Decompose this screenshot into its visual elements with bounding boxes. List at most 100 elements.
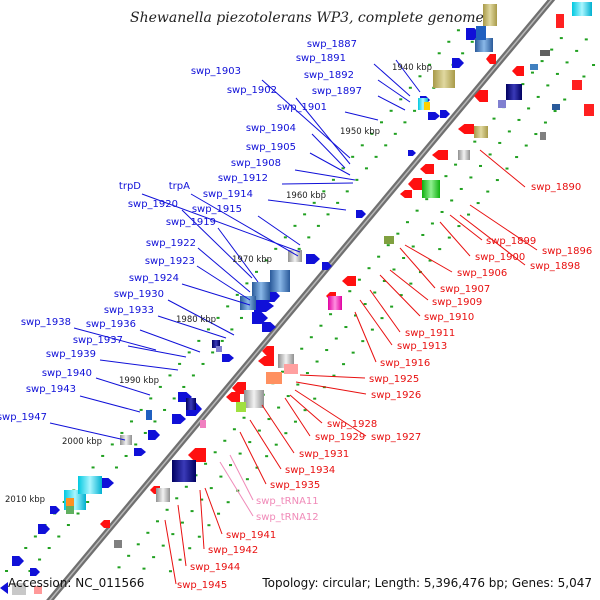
gene-label-swp-1934[interactable]: swp_1934 (285, 465, 335, 476)
gene-label-swp-1942[interactable]: swp_1942 (208, 545, 258, 556)
gene-label-swp-1897[interactable]: swp_1897 (312, 86, 362, 97)
gene-label-trpa[interactable]: trpA (169, 181, 190, 192)
gene-label-swp-1908[interactable]: swp_1908 (231, 158, 281, 169)
track-dot (582, 75, 586, 78)
gene-label-swp-1930[interactable]: swp_1930 (114, 289, 164, 300)
feature-block (212, 340, 220, 348)
gene-arrow (400, 190, 412, 198)
gene-label-swp-1926[interactable]: swp_1926 (371, 390, 421, 401)
track-dot (565, 61, 569, 64)
gene-label-swp-1916[interactable]: swp_1916 (380, 358, 430, 369)
gene-label-trpd[interactable]: trpD (119, 181, 141, 192)
gene-label-swp-1938[interactable]: swp_1938 (21, 317, 71, 328)
gene-label-swp-1910[interactable]: swp_1910 (424, 312, 474, 323)
track-dot (411, 245, 415, 248)
track-dot (168, 374, 172, 377)
gene-label-swp-1945[interactable]: swp_1945 (177, 580, 227, 591)
track-dot (197, 535, 201, 538)
gene-label-swp-1937[interactable]: swp_1937 (73, 335, 123, 346)
gene-label-swp-1899[interactable]: swp_1899 (486, 236, 536, 247)
gene-label-swp-1935[interactable]: swp_1935 (270, 480, 320, 491)
gene-label-swp-1920[interactable]: swp_1920 (128, 199, 178, 210)
track-dot (575, 49, 579, 52)
gene-label-swp-1925[interactable]: swp_1925 (369, 374, 419, 385)
gene-arrow (420, 164, 434, 174)
gene-label-swp-1901[interactable]: swp_1901 (277, 102, 327, 113)
feature-block (66, 498, 74, 506)
track-dot (457, 225, 461, 228)
gene-label-swp-1922[interactable]: swp_1922 (146, 238, 196, 249)
track-dot (331, 178, 335, 181)
gene-arrow (222, 354, 234, 362)
gene-label-swp-1909[interactable]: swp_1909 (432, 297, 482, 308)
track-dot (534, 133, 538, 136)
gene-label-swp-trna12[interactable]: swp_tRNA12 (256, 512, 319, 523)
gene-label-swp-1904[interactable]: swp_1904 (246, 123, 296, 134)
gene-label-swp-1900[interactable]: swp_1900 (475, 252, 525, 263)
gene-label-swp-1914[interactable]: swp_1914 (203, 189, 253, 200)
gene-arrow (432, 150, 448, 160)
position-label: 2010 kbp (5, 495, 45, 505)
gene-label-swp-1941[interactable]: swp_1941 (226, 530, 276, 541)
gene-label-swp-1890[interactable]: swp_1890 (531, 182, 581, 193)
gene-label-swp-1936[interactable]: swp_1936 (86, 319, 136, 330)
gene-label-swp-1896[interactable]: swp_1896 (542, 246, 592, 257)
gene-label-swp-1913[interactable]: swp_1913 (397, 341, 447, 352)
gene-label-swp-trna11[interactable]: swp_tRNA11 (256, 496, 319, 507)
gene-label-swp-1923[interactable]: swp_1923 (145, 256, 195, 267)
feature-block (66, 506, 74, 514)
track-dot (351, 155, 355, 158)
gene-label-swp-1933[interactable]: swp_1933 (104, 305, 154, 316)
track-dot (211, 351, 215, 354)
gene-label-swp-1903[interactable]: swp_1903 (191, 66, 241, 77)
leader-line (377, 95, 406, 111)
position-label: 1940 kbp (392, 63, 432, 73)
track-dot (403, 121, 407, 124)
track-dot (456, 29, 460, 32)
gene-label-swp-1928[interactable]: swp_1928 (327, 419, 377, 430)
leader-line (177, 504, 187, 567)
gene-label-swp-1898[interactable]: swp_1898 (530, 261, 580, 272)
gene-label-swp-1907[interactable]: swp_1907 (440, 284, 490, 295)
leader-line (344, 111, 379, 121)
track-dot (345, 190, 349, 193)
track-dot (120, 431, 124, 434)
gene-label-swp-1929[interactable]: swp_1929 (315, 432, 365, 443)
gene-label-swp-1915[interactable]: swp_1915 (192, 204, 242, 215)
gene-arrow (322, 262, 332, 270)
track-dot (363, 303, 367, 306)
track-dot (408, 86, 412, 89)
gene-label-swp-1887[interactable]: swp_1887 (307, 39, 357, 50)
track-dot (319, 324, 323, 327)
track-dot (486, 190, 490, 193)
leader-line (295, 381, 367, 395)
gene-label-swp-1944[interactable]: swp_1944 (190, 562, 240, 573)
gene-label-swp-1919[interactable]: swp_1919 (166, 217, 216, 228)
gene-label-swp-1911[interactable]: swp_1911 (405, 328, 455, 339)
gene-label-swp-1906[interactable]: swp_1906 (457, 268, 507, 279)
genome-backbone (46, 0, 556, 600)
gene-label-swp-1892[interactable]: swp_1892 (304, 70, 354, 81)
gene-label-swp-1943[interactable]: swp_1943 (26, 384, 76, 395)
track-dot (303, 213, 307, 216)
gene-label-swp-1924[interactable]: swp_1924 (129, 273, 179, 284)
track-dot (277, 406, 281, 409)
leader-line (359, 299, 393, 346)
track-dot (283, 236, 287, 239)
gene-label-swp-1940[interactable]: swp_1940 (42, 368, 92, 379)
track-dot (76, 512, 80, 515)
gene-label-swp-1947[interactable]: swp_1947 (0, 412, 47, 423)
gene-label-swp-1902[interactable]: swp_1902 (227, 85, 277, 96)
gene-label-swp-1891[interactable]: swp_1891 (296, 53, 346, 64)
gene-label-swp-1912[interactable]: swp_1912 (218, 173, 268, 184)
track-dot (171, 533, 175, 536)
track-dot (303, 409, 307, 412)
gene-label-swp-1905[interactable]: swp_1905 (246, 142, 296, 153)
gene-label-swp-1927[interactable]: swp_1927 (371, 432, 421, 443)
gene-label-swp-1931[interactable]: swp_1931 (299, 449, 349, 460)
track-dot (280, 370, 284, 373)
gene-arrow (428, 112, 440, 120)
gene-label-swp-1939[interactable]: swp_1939 (46, 349, 96, 360)
track-dot (425, 198, 429, 201)
